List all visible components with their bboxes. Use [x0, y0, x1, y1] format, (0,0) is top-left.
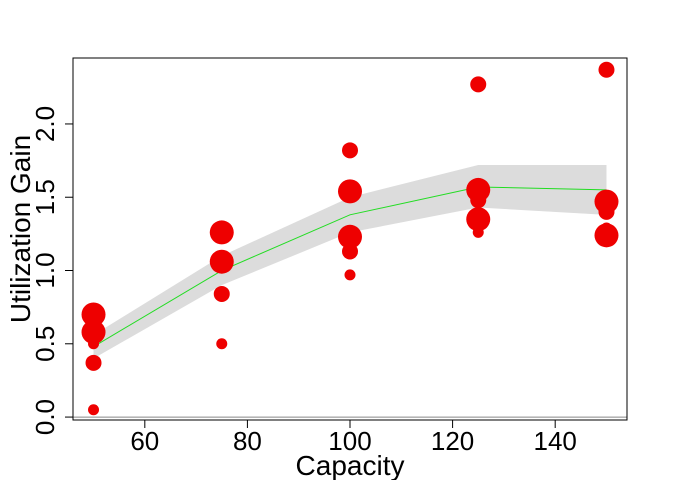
data-point [470, 76, 487, 93]
x-tick-label: 100 [328, 426, 371, 456]
y-tick-label: 0.0 [30, 399, 60, 435]
x-tick-label: 120 [431, 426, 474, 456]
x-tick-label: 80 [233, 426, 262, 456]
y-tick-label: 1.0 [30, 252, 60, 288]
points-layer [81, 61, 619, 416]
data-point [594, 223, 619, 248]
data-point [216, 338, 228, 350]
data-point [472, 226, 484, 238]
data-point [344, 269, 356, 281]
y-tick-label: 1.5 [30, 179, 60, 215]
data-point [338, 224, 362, 249]
fit-line-layer [93, 186, 607, 348]
x-tick-label: 140 [533, 426, 576, 456]
data-point [213, 285, 230, 302]
y-tick-label: 0.5 [30, 326, 60, 362]
y-axis: 0.0 0.5 1.0 1.5 2.0 [30, 106, 74, 435]
data-point [81, 320, 106, 345]
data-point [88, 338, 100, 350]
data-point [88, 404, 100, 416]
data-point [81, 302, 106, 327]
fit-line [93, 186, 607, 348]
data-point [338, 179, 362, 204]
x-axis-title: Capacity [296, 450, 405, 480]
data-point [342, 243, 358, 260]
data-point [598, 61, 615, 78]
y-axis-title: Utilization Gain [5, 135, 36, 323]
data-point [598, 203, 615, 220]
data-point [466, 207, 491, 232]
data-point [85, 354, 102, 371]
data-point [342, 142, 358, 159]
x-axis: 60 80 100 120 140 [130, 419, 577, 456]
y-tick-label: 2.0 [30, 106, 60, 142]
x-tick-label: 60 [130, 426, 159, 456]
confidence-band [93, 164, 607, 359]
data-point [470, 192, 487, 209]
data-point [209, 249, 234, 274]
data-point [209, 220, 234, 245]
confidence-band-layer [93, 164, 607, 359]
